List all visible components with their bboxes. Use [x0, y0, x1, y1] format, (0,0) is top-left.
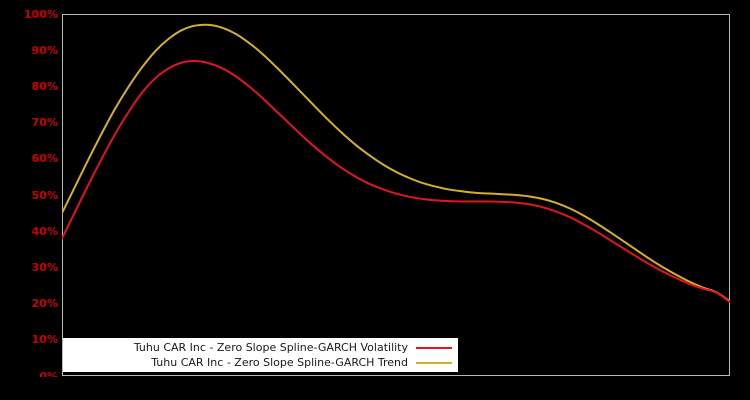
- series-line-trend: [62, 23, 730, 303]
- y-axis-tick-label: 90%: [31, 43, 58, 57]
- y-axis-tick-label: 80%: [31, 79, 58, 93]
- legend-label-volatility: Tuhu CAR Inc - Zero Slope Spline-GARCH V…: [133, 340, 408, 354]
- chart-legend[interactable]: Tuhu CAR Inc - Zero Slope Spline-GARCH V…: [63, 338, 458, 372]
- figure-bottom-margin: [0, 377, 750, 400]
- legend-label-trend: Tuhu CAR Inc - Zero Slope Spline-GARCH T…: [151, 355, 408, 369]
- y-axis-tick-label: 100%: [24, 7, 58, 21]
- y-axis: 100% 90% 80% 70% 60% 50% 40% 30% 20% 10% 0%: [0, 0, 58, 400]
- y-axis-tick-label: 10%: [31, 333, 58, 347]
- series-line-volatility: [62, 60, 730, 304]
- legend-swatch-trend: [416, 361, 452, 364]
- y-axis-tick-label: 70%: [31, 116, 58, 130]
- legend-item-volatility[interactable]: Tuhu CAR Inc - Zero Slope Spline-GARCH V…: [63, 340, 458, 355]
- legend-item-trend[interactable]: Tuhu CAR Inc - Zero Slope Spline-GARCH T…: [63, 355, 458, 370]
- y-axis-tick-label: 20%: [31, 297, 58, 311]
- y-axis-tick-label: 30%: [31, 260, 58, 274]
- plot-area: [62, 23, 730, 304]
- legend-swatch-volatility: [416, 346, 452, 349]
- plot-frame: [62, 14, 730, 376]
- y-axis-tick-label: 40%: [31, 224, 58, 238]
- y-axis-tick-label: 50%: [31, 188, 58, 202]
- y-axis-tick-label: 60%: [31, 152, 58, 166]
- y-axis-tick-label: 0%: [39, 369, 58, 383]
